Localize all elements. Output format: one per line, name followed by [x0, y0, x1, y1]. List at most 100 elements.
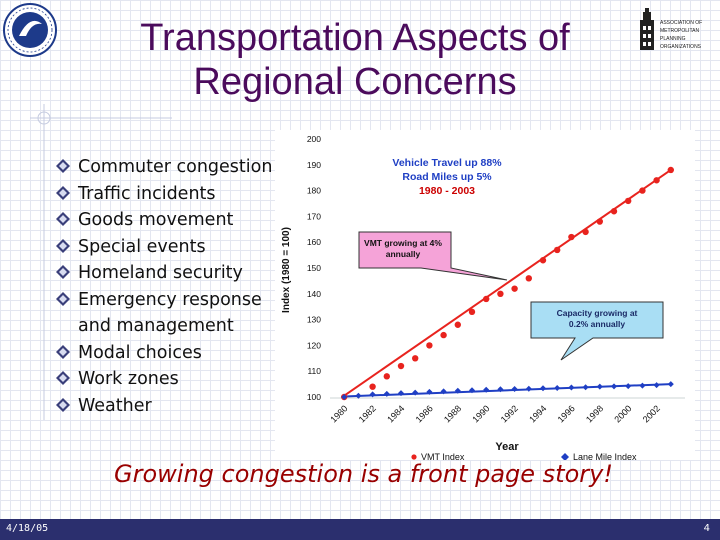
footer-date: 4/18/05 — [6, 523, 49, 534]
lane-mile-point — [426, 388, 433, 395]
logo-text-1: ASSOCIATION OF — [660, 20, 702, 26]
bullet-text: Homeland security — [78, 263, 243, 283]
y-tick-label: 120 — [307, 340, 321, 350]
vmt-trend-line — [343, 169, 672, 397]
vmt-point — [610, 208, 618, 215]
lane-mile-point — [540, 385, 546, 392]
headline-line-3: 1980 - 2003 — [419, 185, 475, 197]
y-tick-label: 150 — [307, 263, 321, 273]
chart-legend: VMT Index Lane Mile Index — [411, 452, 637, 460]
y-tick-label: 100 — [307, 392, 321, 402]
y-tick-label: 180 — [307, 186, 321, 196]
vmt-point — [440, 331, 447, 339]
vmt-point — [596, 218, 603, 225]
vmt-point — [369, 383, 376, 390]
y-tick-label: 200 — [307, 134, 321, 144]
lane-mile-point — [398, 390, 404, 397]
vmt-point — [383, 373, 390, 380]
logo-text-3: PLANNING — [660, 36, 686, 42]
vmt-point — [483, 295, 490, 303]
diamond-bullet-icon — [56, 340, 78, 364]
capacity-callout-text: Capacity growing at 0.2% annually — [557, 308, 638, 329]
vmt-point — [511, 285, 518, 292]
bullet-text: Goods movement — [78, 210, 234, 230]
lane-mile-point — [554, 384, 561, 391]
vmt-point — [625, 197, 632, 205]
headline-line-1: Vehicle Travel up 88% — [392, 157, 502, 169]
vmt-point — [539, 257, 547, 264]
y-axis-label: Index (1980 = 100) — [281, 227, 292, 313]
lane-mile-point — [497, 386, 504, 393]
y-tick-label: 130 — [307, 315, 321, 325]
list-item: Emergency response and management — [56, 287, 286, 340]
vmt-point — [667, 166, 674, 174]
diamond-bullet-icon — [56, 260, 78, 284]
lane-mile-point — [596, 383, 603, 390]
lane-mile-point — [483, 386, 490, 393]
vmt-point — [582, 228, 589, 236]
vmt-point — [653, 177, 660, 184]
headline-line-2: Road Miles up 5% — [402, 171, 492, 183]
list-item: Traffic incidents — [56, 181, 286, 208]
vmt-callout-text: VMT growing at 4% annually — [364, 238, 442, 259]
lane-mile-point — [639, 382, 646, 389]
lane-mile-point — [653, 382, 660, 389]
list-item: Special events — [56, 234, 286, 261]
lane-mile-point — [383, 390, 390, 397]
vmt-chart: Index (1980 = 100) 100 110 120 130 140 150 160… — [275, 130, 695, 460]
bullet-text: Traffic incidents — [78, 183, 216, 204]
diamond-bullet-icon — [56, 287, 78, 311]
list-item: Work zones — [56, 366, 286, 393]
list-item: Weather — [56, 393, 286, 420]
page-title: Transportation Aspects of Regional Conce… — [60, 16, 650, 104]
lane-mile-point — [667, 381, 674, 388]
logo-text-4: ORGANIZATIONS — [660, 44, 702, 50]
vmt-point — [468, 308, 476, 316]
lane-mile-point — [369, 391, 376, 398]
legend-lane-marker — [561, 453, 569, 460]
lane-mile-point — [611, 383, 617, 390]
lane-mile-point — [568, 384, 575, 391]
legend-lane-label: Lane Mile Index — [573, 452, 637, 460]
bullet-text: Emergency response and management — [78, 289, 262, 337]
bullet-text: Work zones — [78, 369, 179, 389]
list-item: Goods movement — [56, 207, 286, 234]
list-item: Modal choices — [56, 340, 286, 367]
y-tick-label: 170 — [307, 211, 321, 221]
vmt-point — [426, 342, 433, 349]
y-tick-label: 190 — [307, 160, 321, 170]
bullet-text: Commuter congestion — [78, 157, 273, 177]
bullet-text: Weather — [78, 395, 152, 416]
x-axis-label: Year — [495, 441, 519, 453]
y-tick-label: 140 — [307, 289, 321, 299]
diamond-bullet-icon — [56, 154, 78, 178]
y-tick-label: 160 — [307, 237, 321, 247]
vmt-point — [554, 246, 561, 254]
bullet-text: Modal choices — [78, 342, 202, 363]
lane-mile-point — [469, 387, 475, 394]
vmt-point — [568, 233, 575, 241]
y-tick-label: 110 — [307, 366, 321, 376]
bullet-list: Commuter congestion Traffic incidents Go… — [56, 154, 286, 419]
bullet-text: Special events — [78, 236, 206, 257]
caption: Growing congestion is a front page story… — [114, 460, 613, 488]
diamond-bullet-icon — [56, 393, 78, 417]
diamond-bullet-icon — [56, 234, 78, 258]
vmt-callout: VMT growing at 4% annually — [358, 231, 508, 281]
logo-text-2: METROPOLITAN — [660, 28, 699, 34]
dot-seal-logo — [3, 3, 57, 57]
lane-mile-point — [525, 385, 532, 392]
legend-vmt-marker — [411, 454, 417, 460]
page-number: 4 — [703, 523, 710, 534]
title-line-1: Transportation Aspects of — [140, 17, 570, 59]
vmt-point — [454, 321, 461, 328]
vmt-point — [639, 187, 646, 194]
lane-mile-point — [355, 392, 362, 399]
footer-bar: 4/18/05 4 — [0, 519, 720, 540]
lane-mile-point — [625, 383, 632, 390]
ampo-logo: ASSOCIATION OF METROPOLITAN PLANNING ORG… — [636, 6, 716, 58]
lane-mile-point — [412, 389, 419, 396]
lane-mile-point — [440, 388, 447, 395]
